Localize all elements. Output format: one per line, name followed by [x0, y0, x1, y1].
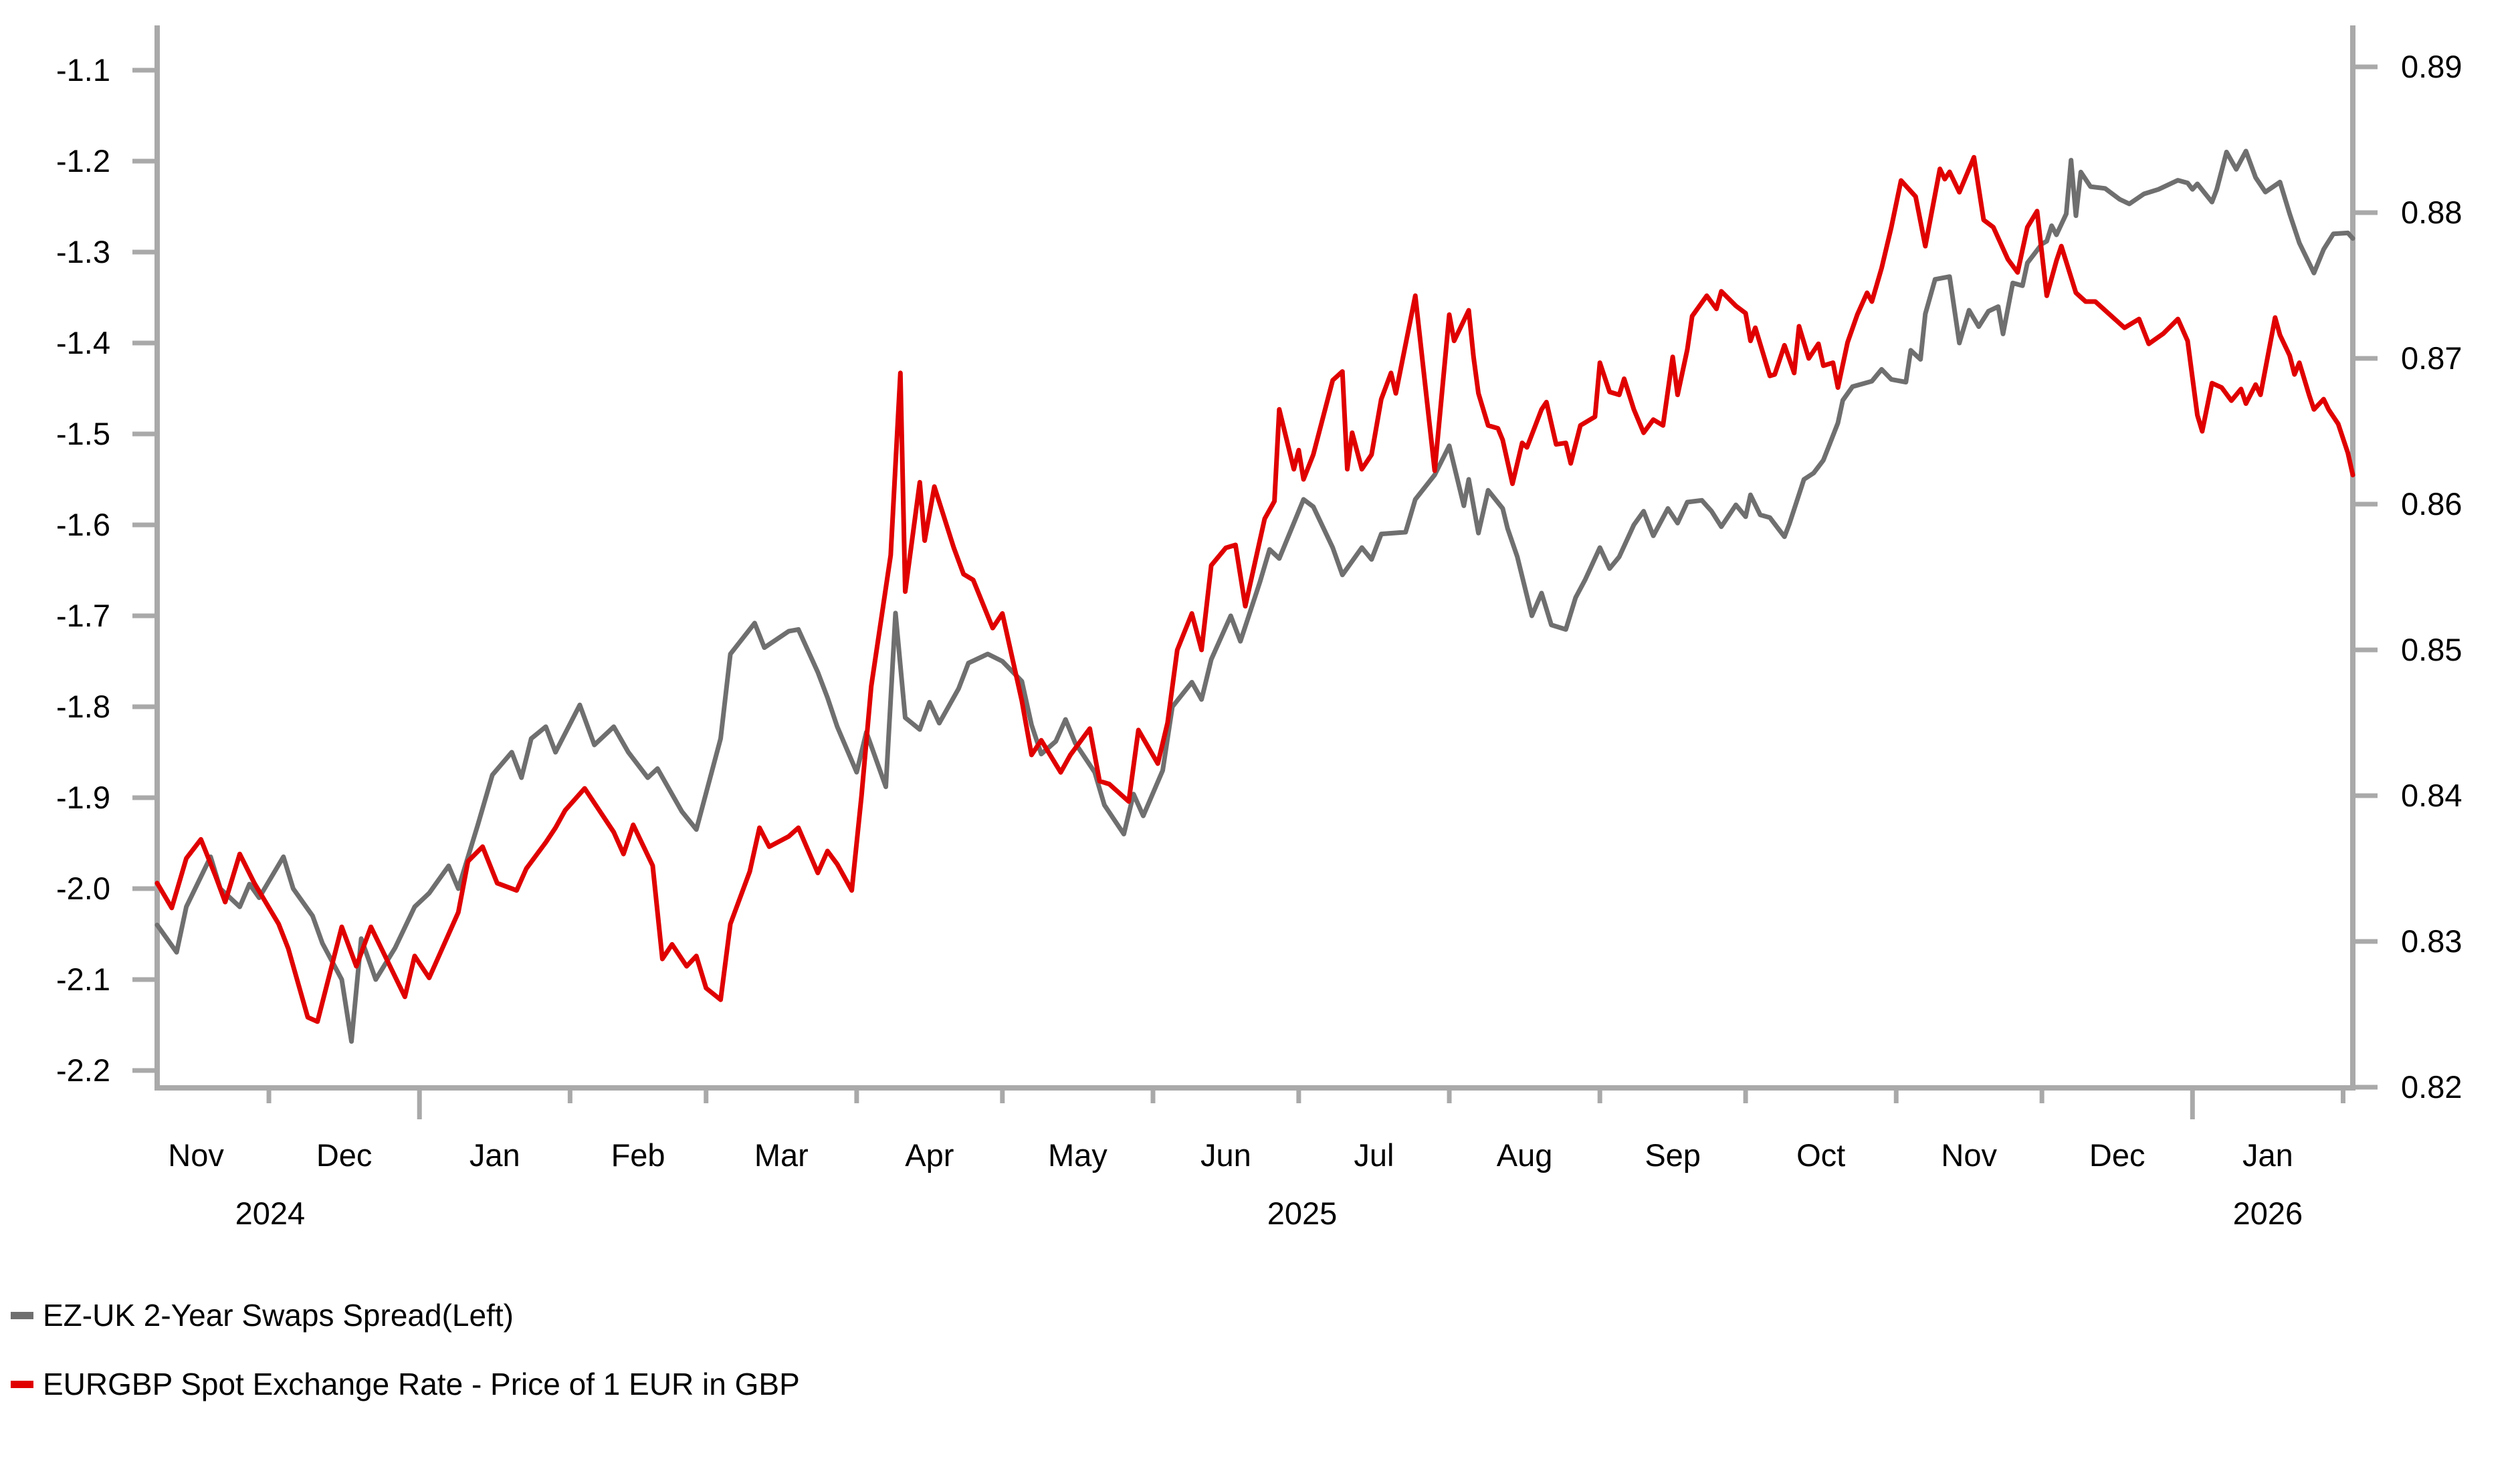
x-axis-month-label: Jul [1354, 1137, 1394, 1173]
x-axis-month-label: Nov [168, 1137, 224, 1173]
x-axis-year-label: 2024 [235, 1196, 306, 1231]
x-axis-month-label: Oct [1796, 1137, 1845, 1173]
x-axis-month-label: Apr [905, 1137, 954, 1173]
right-axis-tick-label: 0.82 [2401, 1069, 2462, 1105]
left-axis-tick-label: -2.1 [56, 961, 110, 997]
series-line-eurgbp [154, 154, 2355, 1024]
x-axis-year-label: 2026 [2233, 1196, 2303, 1231]
legend-label-eurgbp: EURGBP Spot Exchange Rate - Price of 1 E… [43, 1367, 800, 1401]
x-axis-month-label: Dec [2089, 1137, 2145, 1173]
right-axis-tick-label: 0.87 [2401, 340, 2462, 376]
right-axis-tick-label: 0.89 [2401, 49, 2462, 84]
left-axis-tick-label: -1.1 [56, 52, 110, 88]
left-axis-tick-label: -1.6 [56, 507, 110, 542]
right-axis-tick-label: 0.83 [2401, 923, 2462, 959]
x-axis-month-label: Nov [1941, 1137, 1997, 1173]
legend-item-eurgbp: EURGBP Spot Exchange Rate - Price of 1 E… [11, 1361, 800, 1407]
x-axis-year-label: 2025 [1267, 1196, 1338, 1231]
x-axis-month-label: Sep [1645, 1137, 1701, 1173]
left-axis-tick-label: -1.2 [56, 143, 110, 179]
x-axis-month-label: Feb [611, 1137, 665, 1173]
left-axis-tick-label: -2.2 [56, 1052, 110, 1088]
legend-label-spread: EZ-UK 2-Year Swaps Spread(Left) [43, 1298, 514, 1333]
legend-swatch-eurgbp [11, 1380, 33, 1388]
left-axis-tick-label: -1.8 [56, 689, 110, 724]
right-axis-tick-label: 0.86 [2401, 486, 2462, 522]
series-line-swaps-spread [154, 148, 2355, 1044]
x-axis-month-label: Dec [316, 1137, 373, 1173]
right-axis-tick-label: 0.88 [2401, 195, 2462, 230]
x-axis-month-label: May [1048, 1137, 1108, 1173]
legend: EZ-UK 2-Year Swaps Spread(Left) EURGBP S… [11, 1292, 800, 1430]
left-axis-tick-label: -1.7 [56, 598, 110, 633]
left-axis-tick-label: -1.4 [56, 325, 110, 360]
left-axis-tick-label: -1.3 [56, 234, 110, 269]
legend-item-swaps-spread: EZ-UK 2-Year Swaps Spread(Left) [11, 1292, 800, 1339]
x-axis-month-label: Aug [1497, 1137, 1553, 1173]
x-axis-month-label: Mar [754, 1137, 809, 1173]
left-axis-tick-label: -1.5 [56, 416, 110, 451]
x-axis-month-label: Jun [1200, 1137, 1251, 1173]
left-axis-tick-label: -1.9 [56, 780, 110, 815]
right-axis-tick-label: 0.85 [2401, 632, 2462, 667]
x-axis-month-label: Jan [2242, 1137, 2293, 1173]
x-axis-month-label: Jan [469, 1137, 520, 1173]
right-axis-tick-label: 0.84 [2401, 778, 2462, 813]
left-axis-tick-label: -2.0 [56, 871, 110, 906]
legend-swatch-spread [11, 1311, 33, 1319]
